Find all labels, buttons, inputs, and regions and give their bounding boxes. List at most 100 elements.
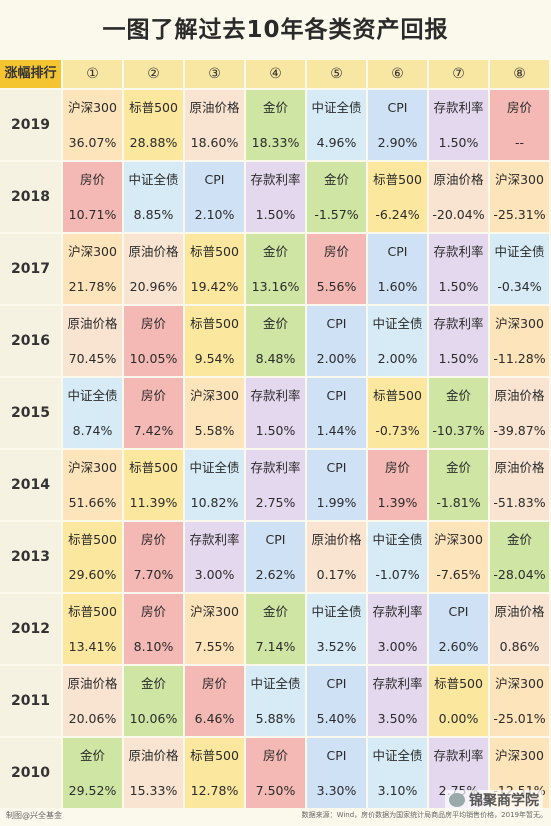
- rank-header: 涨幅排行: [0, 60, 63, 88]
- returns-table: 涨幅排行 ① ② ③ ④ ⑤ ⑥ ⑦ ⑧ 2019 沪深300 标普500 原油价格 金价 中证全债 CPI…: [0, 60, 551, 808]
- footer-source: 数据来源：Wind，房价数据为国家统计局商品房平均销售价格，2019年暂无。: [301, 811, 547, 819]
- return-value-cell: 2.10%: [185, 197, 246, 232]
- return-value-cell: -7.65%: [429, 557, 490, 592]
- asset-name-cell: 沪深300: [490, 306, 551, 341]
- rank-number-8: ⑧: [490, 60, 551, 88]
- return-value-cell: 1.50%: [429, 341, 490, 376]
- return-value-cell: 10.06%: [124, 701, 185, 736]
- asset-name-cell: 原油价格: [63, 666, 124, 701]
- return-value-cell: 1.50%: [429, 269, 490, 304]
- asset-name-cell: 金价: [490, 522, 551, 557]
- return-value-cell: 19.42%: [185, 269, 246, 304]
- return-value-cell: 1.39%: [368, 485, 429, 520]
- rank-number-4: ④: [246, 60, 307, 88]
- asset-name-cell: 金价: [63, 738, 124, 773]
- asset-name-cell: CPI: [246, 522, 307, 557]
- return-value-cell: 7.42%: [124, 413, 185, 448]
- return-value-cell: 5.88%: [246, 701, 307, 736]
- asset-name-cell: CPI: [368, 90, 429, 125]
- return-value-cell: 3.00%: [185, 557, 246, 592]
- rank-number-6: ⑥: [368, 60, 429, 88]
- asset-name-cell: 存款利率: [429, 90, 490, 125]
- asset-name-cell: 沪深300: [63, 234, 124, 269]
- return-value-cell: -28.04%: [490, 557, 551, 592]
- wechat-icon: [449, 793, 465, 807]
- asset-name-cell: CPI: [185, 162, 246, 197]
- asset-name-cell: CPI: [368, 234, 429, 269]
- asset-name-cell: 存款利率: [185, 522, 246, 557]
- return-value-cell: 5.56%: [307, 269, 368, 304]
- asset-name-cell: 中证全债: [246, 666, 307, 701]
- asset-name-cell: 原油价格: [490, 378, 551, 413]
- asset-name-cell: 原油价格: [490, 594, 551, 629]
- return-value-cell: 8.85%: [124, 197, 185, 232]
- asset-name-cell: 标普500: [185, 306, 246, 341]
- return-value-cell: 3.30%: [307, 773, 368, 808]
- return-value-cell: -6.24%: [368, 197, 429, 232]
- return-value-cell: -10.37%: [429, 413, 490, 448]
- asset-name-cell: 存款利率: [246, 162, 307, 197]
- return-value-cell: 1.50%: [429, 125, 490, 160]
- return-value-cell: -11.28%: [490, 341, 551, 376]
- asset-name-cell: 房价: [63, 162, 124, 197]
- return-value-cell: 0.86%: [490, 629, 551, 664]
- asset-name-cell: 金价: [429, 378, 490, 413]
- year-label: 2011: [0, 666, 63, 736]
- asset-name-cell: 标普500: [368, 162, 429, 197]
- asset-name-cell: 标普500: [124, 90, 185, 125]
- asset-name-cell: 沪深300: [63, 450, 124, 485]
- return-value-cell: 1.50%: [246, 197, 307, 232]
- asset-name-cell: 沪深300: [63, 90, 124, 125]
- return-value-cell: -0.34%: [490, 269, 551, 304]
- return-value-cell: 29.60%: [63, 557, 124, 592]
- asset-name-cell: 原油价格: [429, 162, 490, 197]
- year-label: 2017: [0, 234, 63, 304]
- return-value-cell: -39.87%: [490, 413, 551, 448]
- return-value-cell: 7.70%: [124, 557, 185, 592]
- return-value-cell: 7.55%: [185, 629, 246, 664]
- asset-name-cell: 存款利率: [429, 738, 490, 773]
- asset-name-cell: CPI: [307, 378, 368, 413]
- watermark: 锦聚商学院: [445, 790, 543, 810]
- asset-name-cell: 存款利率: [368, 666, 429, 701]
- asset-name-cell: 存款利率: [429, 306, 490, 341]
- asset-name-cell: 中证全债: [63, 378, 124, 413]
- return-value-cell: 2.60%: [429, 629, 490, 664]
- asset-name-cell: 房价: [307, 234, 368, 269]
- asset-name-cell: 金价: [246, 90, 307, 125]
- return-value-cell: 9.54%: [185, 341, 246, 376]
- return-value-cell: -25.31%: [490, 197, 551, 232]
- asset-name-cell: 沪深300: [490, 666, 551, 701]
- asset-name-cell: 房价: [185, 666, 246, 701]
- asset-name-cell: CPI: [429, 594, 490, 629]
- return-value-cell: 5.58%: [185, 413, 246, 448]
- asset-name-cell: 原油价格: [124, 738, 185, 773]
- return-value-cell: 29.52%: [63, 773, 124, 808]
- asset-name-cell: 房价: [124, 378, 185, 413]
- asset-name-cell: 金价: [246, 594, 307, 629]
- asset-name-cell: 存款利率: [246, 450, 307, 485]
- asset-name-cell: 沪深300: [490, 738, 551, 773]
- year-label: 2016: [0, 306, 63, 376]
- return-value-cell: 13.41%: [63, 629, 124, 664]
- asset-name-cell: 存款利率: [429, 234, 490, 269]
- asset-name-cell: 原油价格: [185, 90, 246, 125]
- asset-name-cell: 原油价格: [307, 522, 368, 557]
- return-value-cell: 0.17%: [307, 557, 368, 592]
- return-value-cell: -1.07%: [368, 557, 429, 592]
- return-value-cell: 2.00%: [368, 341, 429, 376]
- year-label: 2010: [0, 738, 63, 808]
- asset-name-cell: 存款利率: [368, 594, 429, 629]
- return-value-cell: 1.44%: [307, 413, 368, 448]
- return-value-cell: 3.00%: [368, 629, 429, 664]
- asset-name-cell: 房价: [490, 90, 551, 125]
- return-value-cell: 8.48%: [246, 341, 307, 376]
- return-value-cell: 7.50%: [246, 773, 307, 808]
- return-value-cell: 1.60%: [368, 269, 429, 304]
- asset-name-cell: 金价: [246, 234, 307, 269]
- return-value-cell: 70.45%: [63, 341, 124, 376]
- return-value-cell: 1.99%: [307, 485, 368, 520]
- asset-name-cell: 房价: [124, 594, 185, 629]
- return-value-cell: 20.06%: [63, 701, 124, 736]
- asset-name-cell: 标普500: [124, 450, 185, 485]
